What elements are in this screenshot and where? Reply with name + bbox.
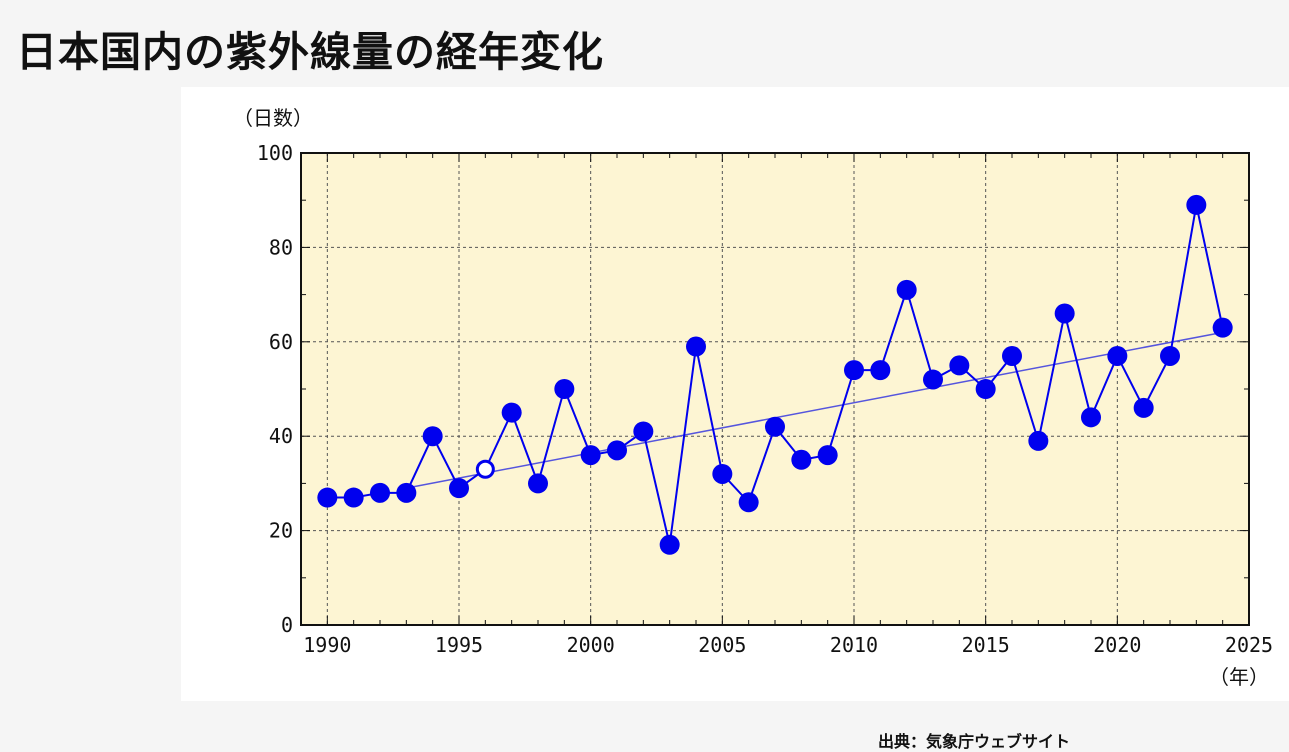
trend-line [406, 331, 1223, 489]
y-tick-label: 100 [257, 141, 293, 165]
axis-ticks [300, 152, 1250, 626]
data-point [975, 379, 996, 399]
data-point [765, 416, 785, 437]
data-point [633, 421, 654, 442]
x-tick-label: 2020 [1093, 633, 1141, 657]
data-point [949, 355, 970, 376]
data-point [712, 463, 733, 484]
grid-lines [301, 153, 1249, 625]
data-point [1160, 345, 1180, 366]
data-point [528, 473, 548, 494]
y-tick-label: 60 [269, 330, 293, 354]
y-unit-label: （日数） [233, 106, 313, 130]
data-point [554, 379, 575, 399]
data-point [1186, 194, 1207, 215]
x-unit-label: （年） [1209, 665, 1269, 689]
data-point [343, 487, 364, 508]
data-point [580, 445, 601, 466]
y-tick-label: 20 [269, 519, 293, 543]
data-point [686, 336, 706, 357]
source-note: 出典：気象庁ウェブサイト [878, 732, 1071, 751]
page-title: 日本国内の紫外線量の経年変化 [16, 28, 604, 76]
data-point [1081, 407, 1101, 428]
trend-line-group [406, 331, 1223, 489]
x-tick-label: 1995 [435, 633, 483, 657]
data-point [870, 360, 891, 381]
x-tick-label: 1990 [303, 633, 351, 657]
y-tick-label: 40 [269, 424, 293, 448]
data-point [923, 369, 943, 390]
y-tick-label: 80 [269, 235, 293, 259]
tick-labels: 1990 1995 2000 2005 2010 2015 2020 2025 0 20 40 60 8… [257, 141, 1273, 657]
x-tick-label: 2015 [962, 633, 1010, 657]
data-point [1212, 317, 1233, 338]
data-point [817, 445, 838, 466]
y-tick-label: 0 [281, 613, 293, 637]
data-point [370, 482, 390, 503]
data-point [1133, 397, 1154, 418]
data-point [501, 402, 522, 423]
x-tick-label: 2005 [698, 633, 746, 657]
data-point [1002, 345, 1022, 366]
data-point [607, 440, 627, 461]
uv-days-line-chart: 1990 1995 2000 2005 2010 2015 2020 2025 0 20 40 60 8… [233, 106, 1273, 689]
x-tick-label: 2010 [830, 633, 878, 657]
data-point [422, 426, 443, 447]
x-tick-label: 2000 [567, 633, 615, 657]
data-point-hollow [475, 459, 495, 479]
x-tick-label: 2025 [1225, 633, 1273, 657]
data-point [449, 478, 469, 499]
data-point [738, 492, 759, 513]
data-point [844, 360, 864, 381]
data-point [659, 534, 680, 555]
plot-area [301, 153, 1249, 625]
data-point [1107, 345, 1128, 366]
data-point [896, 279, 917, 300]
data-point [1054, 303, 1075, 324]
data-point [1028, 430, 1049, 451]
chart-panel: 1990 1995 2000 2005 2010 2015 2020 2025 0 20 40 60 8… [181, 87, 1289, 701]
data-point [791, 449, 812, 470]
series-group [317, 194, 1233, 555]
data-point [317, 487, 338, 508]
data-point [396, 482, 417, 503]
